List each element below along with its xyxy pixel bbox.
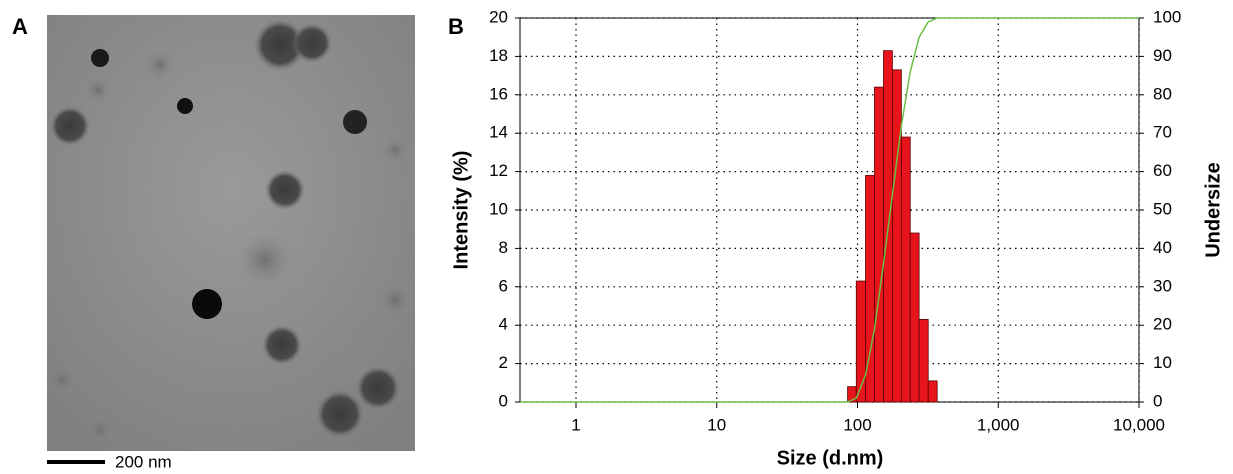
y2-tick-label: 40 (1153, 238, 1172, 257)
y2-tick-label: 60 (1153, 161, 1172, 180)
y2-tick-label: 30 (1153, 276, 1172, 295)
bar (927, 380, 938, 403)
scale-bar-label: 200 nm (115, 452, 172, 471)
bar (874, 86, 884, 403)
y2-tick-label: 100 (1153, 7, 1181, 26)
y2-tick-label: 0 (1153, 391, 1162, 410)
y2-axis-label: Undersize (1202, 162, 1224, 258)
x-tick-label: 10,000 (1113, 415, 1165, 434)
y-tick-label: 0 (499, 391, 508, 410)
x-tick-label: 1 (571, 415, 580, 434)
bar (892, 69, 902, 403)
y-tick-label: 8 (499, 238, 508, 257)
panel-label: B (448, 14, 464, 39)
x-tick-label: 10 (707, 415, 726, 434)
y2-tick-label: 70 (1153, 123, 1172, 142)
y2-tick-label: 90 (1153, 46, 1172, 65)
bar (900, 136, 911, 403)
cumulative-line (520, 17, 1139, 403)
y-tick-label: 10 (489, 199, 508, 218)
x-axis-label: Size (d.nm) (777, 447, 884, 469)
y2-tick-label: 50 (1153, 199, 1172, 218)
bar (918, 319, 929, 403)
bar (909, 232, 920, 403)
x-tick-label: 100 (843, 415, 871, 434)
y2-tick-label: 20 (1153, 315, 1172, 334)
y-tick-label: 20 (489, 7, 508, 26)
y-tick-label: 16 (489, 84, 508, 103)
y-axis-label: Intensity (%) (450, 151, 472, 270)
y-tick-label: 14 (489, 123, 508, 142)
y-tick-label: 6 (499, 276, 508, 295)
y-tick-label: 12 (489, 161, 508, 180)
bar (855, 280, 866, 403)
x-tick-label: 1,000 (977, 415, 1020, 434)
y2-tick-label: 80 (1153, 84, 1172, 103)
y2-tick-label: 10 (1153, 353, 1172, 372)
micrograph: 200 nm (46, 15, 415, 471)
y-tick-label: 4 (499, 315, 508, 334)
panel-label: A (12, 14, 28, 39)
y-tick-label: 18 (489, 46, 508, 65)
y-tick-label: 2 (499, 353, 508, 372)
